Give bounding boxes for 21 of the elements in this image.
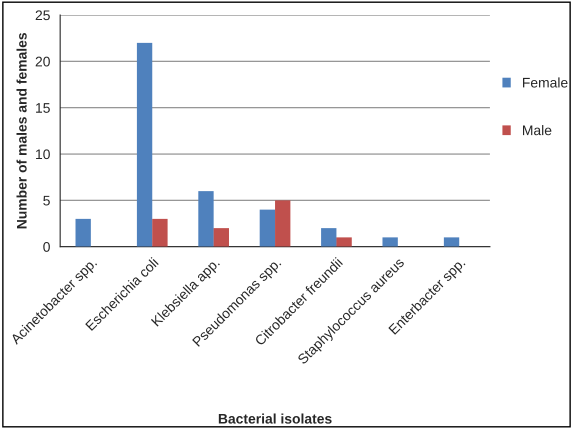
- bar: [321, 228, 336, 247]
- bar: [76, 218, 91, 247]
- bar: [336, 237, 352, 247]
- bar: [198, 191, 214, 247]
- y-tick-label: 5: [43, 196, 50, 206]
- x-axis-title: Bacterial isolates: [218, 413, 332, 424]
- y-tick-label: 20: [36, 56, 50, 67]
- y-tick-label: 15: [36, 103, 50, 113]
- y-tick-label: 0: [43, 242, 50, 252]
- y-axis-title: Number of males and females: [16, 32, 27, 228]
- bar: [260, 210, 276, 247]
- y-tick-label: 25: [36, 10, 50, 20]
- bar: [382, 237, 398, 247]
- y-tick-label: 10: [36, 149, 50, 160]
- bar: [214, 228, 229, 247]
- bar: [444, 237, 460, 247]
- legend-label: Female: [523, 77, 568, 88]
- bar: [152, 218, 168, 247]
- bar: [275, 200, 290, 247]
- legend-label: Male: [523, 125, 552, 136]
- bar: [136, 42, 152, 247]
